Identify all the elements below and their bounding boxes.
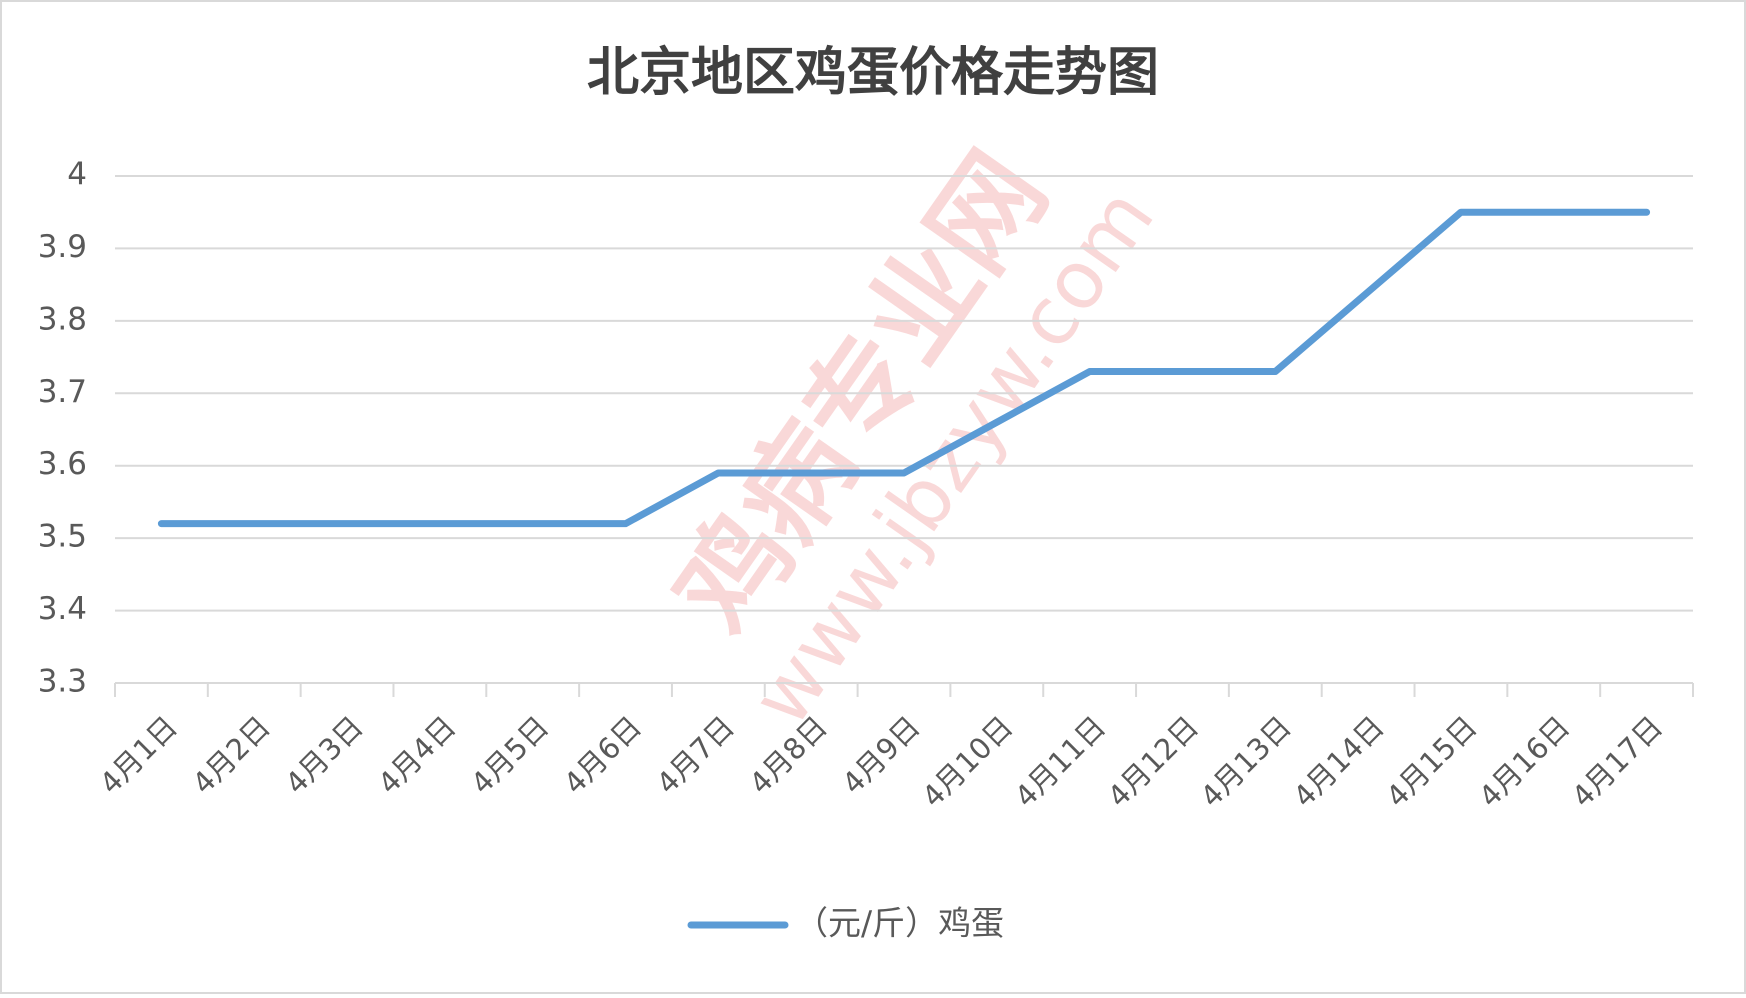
chart-title: 北京地区鸡蛋价格走势图 [587,43,1159,103]
y-tick-label: 3.8 [38,301,87,337]
y-tick-label: 3.4 [38,591,87,627]
y-tick-label: 3.9 [38,229,87,265]
line-series [157,208,1651,528]
y-tick-label: 4 [67,157,87,193]
y-tick-label: 3.3 [38,664,87,700]
y-tick-label: 3.5 [38,519,87,555]
y-tick-label: 3.6 [38,446,87,482]
y-tick-label: 3.7 [38,374,87,410]
legend-label: （元/斤）鸡蛋 [795,904,1004,943]
